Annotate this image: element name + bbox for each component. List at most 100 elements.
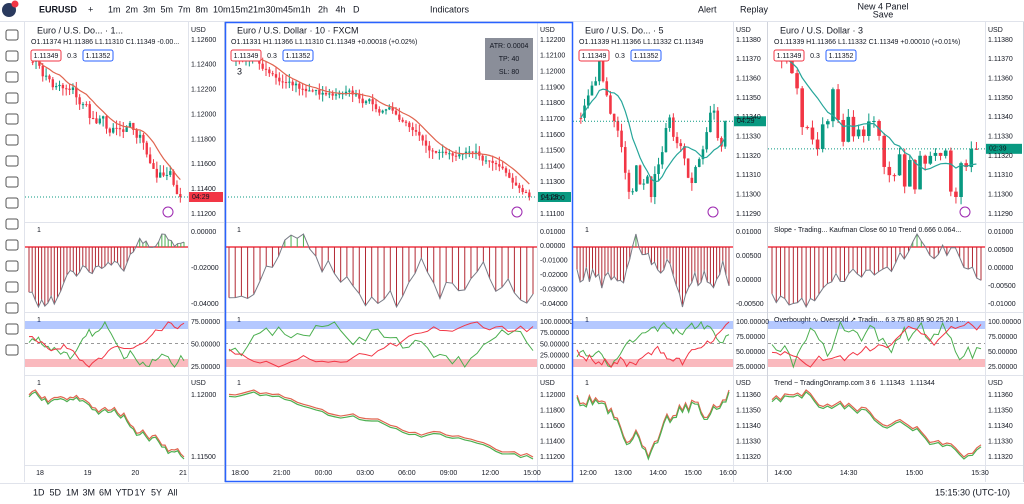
order-text[interactable]: 1.11352	[86, 53, 111, 60]
order-box[interactable]	[230, 49, 262, 62]
pane-axis-label: -0.00500	[736, 301, 764, 308]
tool-icon[interactable]	[5, 113, 19, 125]
tool-icon[interactable]	[5, 134, 19, 146]
tool-icon[interactable]	[5, 344, 19, 356]
tool-icon[interactable]	[5, 155, 19, 167]
price-label: 1.11300	[988, 192, 1013, 199]
alert-icon[interactable]	[959, 206, 971, 218]
interval-button[interactable]: 7m	[178, 4, 191, 14]
candle-body	[179, 194, 182, 197]
alert-icon[interactable]	[162, 206, 174, 218]
tool-icon[interactable]	[5, 281, 19, 293]
range-button[interactable]: 5D	[50, 487, 62, 497]
price-label: 1.12200	[540, 37, 565, 44]
stoch-k	[28, 320, 185, 368]
oversold-band	[573, 359, 733, 367]
candle-body	[311, 90, 314, 92]
candle-body	[142, 134, 145, 143]
candle-body	[81, 104, 85, 106]
tool-icon[interactable]	[5, 197, 19, 209]
order-box[interactable]	[30, 49, 62, 62]
interval-button[interactable]: 3m	[143, 4, 156, 14]
overbought-band	[768, 321, 985, 329]
tool-icon[interactable]	[5, 92, 19, 104]
pane-axis-label: 0.00000	[736, 277, 761, 284]
order-text[interactable]: 1.11349	[582, 53, 607, 60]
tool-icon[interactable]	[5, 260, 19, 272]
interval-button[interactable]: 2h	[318, 4, 328, 14]
moving-average	[232, 57, 530, 185]
pane-axis-label: 75.00000	[736, 334, 765, 341]
tool-icon[interactable]	[5, 176, 19, 188]
tool-icon[interactable]	[5, 218, 19, 230]
pane-count: 1	[237, 227, 241, 234]
candle-body	[605, 81, 609, 96]
price-label: 1.11300	[736, 192, 761, 199]
order-box[interactable]	[282, 49, 314, 62]
tool-icon[interactable]	[5, 50, 19, 62]
order-box[interactable]	[82, 49, 114, 62]
pane-axis-label: 75.00000	[191, 319, 220, 326]
time-label: 20	[131, 470, 139, 477]
alert-button[interactable]: Alert	[698, 4, 717, 14]
range-button[interactable]: 1D	[33, 487, 45, 497]
candle-body	[364, 101, 368, 104]
order-text[interactable]: 1.11352	[634, 53, 659, 60]
interval-button[interactable]: 45m	[283, 4, 301, 14]
order-text[interactable]: 1.11352	[829, 53, 854, 60]
order-text[interactable]: 1.11349	[34, 53, 59, 60]
order-box[interactable]	[773, 49, 805, 62]
interval-button[interactable]: 21m	[248, 4, 266, 14]
interval-button[interactable]: 30m	[266, 4, 284, 14]
interval-button[interactable]: 10m	[213, 4, 231, 14]
pane-title: Trend − TradingOnramp.com 3 6	[774, 380, 876, 387]
range-button[interactable]: All	[168, 487, 178, 497]
interval-button[interactable]: D	[353, 4, 360, 14]
stoch-k	[576, 320, 730, 368]
tool-icon[interactable]	[5, 323, 19, 335]
trend-fast	[771, 389, 982, 458]
tool-icon[interactable]	[5, 239, 19, 251]
tool-icon[interactable]	[5, 302, 19, 314]
alert-icon[interactable]	[511, 206, 523, 218]
interval-button[interactable]: 5m	[161, 4, 174, 14]
candle-body	[820, 124, 825, 150]
order-box[interactable]	[825, 49, 857, 62]
range-button[interactable]: 5Y	[151, 487, 162, 497]
order-text[interactable]: 1.11349	[234, 53, 259, 60]
range-button[interactable]: YTD	[116, 487, 135, 497]
candle-body	[861, 129, 866, 137]
order-text[interactable]: 1.11349	[777, 53, 802, 60]
interval-button[interactable]: 2m	[126, 4, 139, 14]
range-button[interactable]: 1Y	[135, 487, 146, 497]
indicators-button[interactable]: Indicators	[430, 4, 470, 14]
candle-body	[411, 127, 414, 131]
interval-button[interactable]: 1h	[301, 4, 311, 14]
candle-body	[122, 129, 125, 132]
candle-body	[314, 89, 318, 91]
tool-icon[interactable]	[5, 71, 19, 83]
interval-button[interactable]: 1m	[108, 4, 121, 14]
interval-button[interactable]: 8m	[196, 4, 209, 14]
order-box[interactable]	[578, 49, 610, 62]
alert-icon[interactable]	[707, 206, 719, 218]
range-button[interactable]: 3M	[83, 487, 96, 497]
pane-axis-label: 1.11340	[988, 423, 1013, 430]
pane-axis-label: 1.12000	[191, 392, 216, 399]
candle-body	[923, 155, 927, 164]
tool-icon[interactable]	[5, 29, 19, 41]
range-button[interactable]: 6M	[99, 487, 112, 497]
order-box[interactable]	[630, 49, 662, 62]
range-button[interactable]: 1M	[66, 487, 79, 497]
compare-button[interactable]: +	[88, 4, 93, 14]
avatar[interactable]	[2, 3, 16, 17]
replay-button[interactable]: Replay	[740, 4, 769, 14]
interval-button[interactable]: 4h	[336, 4, 346, 14]
layout-name[interactable]: New 4 Panel	[857, 1, 908, 11]
pane-axis-label: 0.01000	[540, 229, 565, 236]
symbol[interactable]: EURUSD	[39, 4, 78, 14]
interval-button[interactable]: 15m	[231, 4, 249, 14]
order-text[interactable]: 1.11352	[286, 53, 311, 60]
overbought-band	[225, 321, 537, 329]
price-label: 1.11200	[191, 211, 216, 218]
